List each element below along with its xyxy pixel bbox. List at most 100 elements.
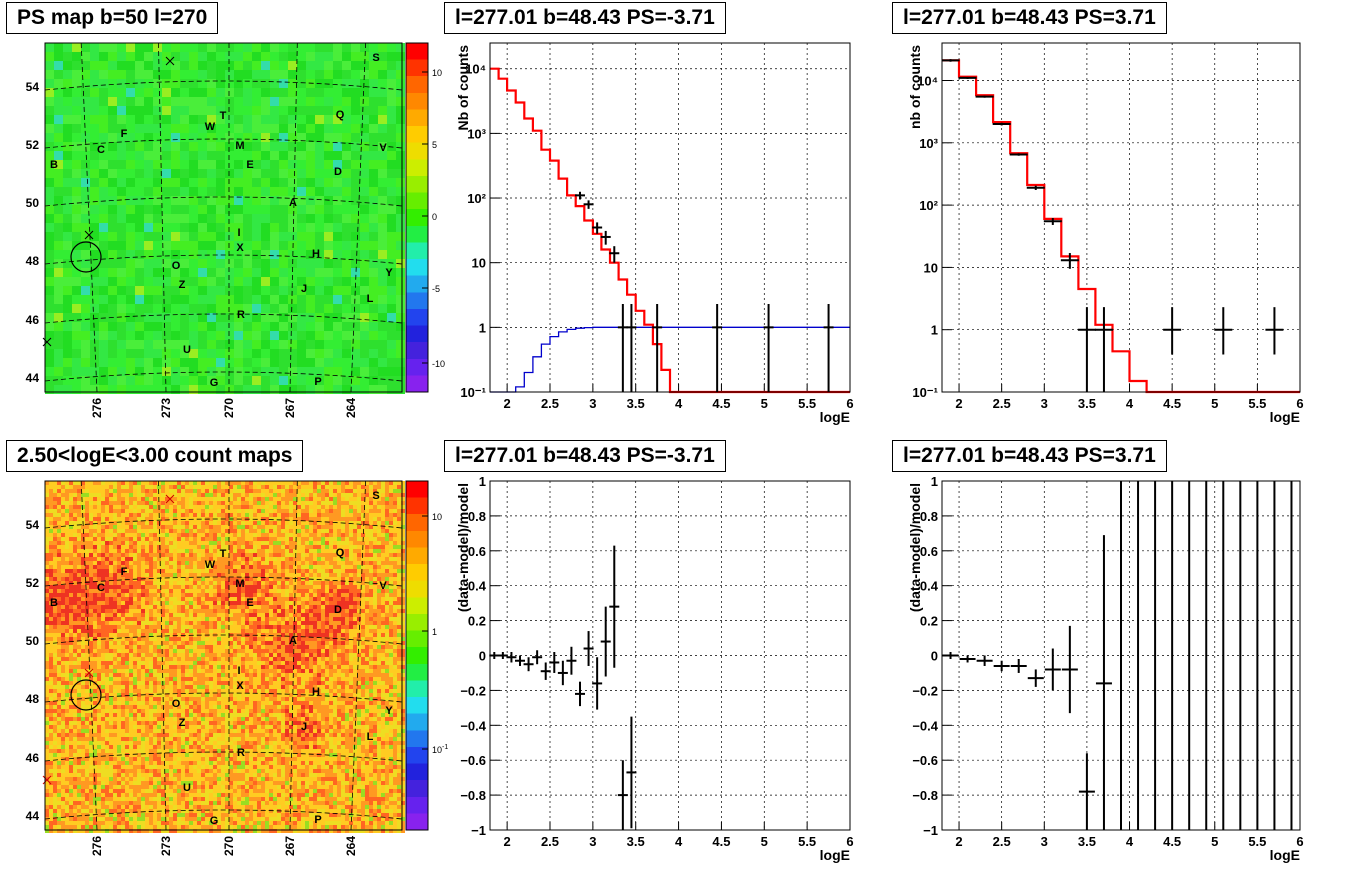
map-pixel	[401, 605, 405, 609]
map-pixel	[243, 331, 252, 340]
map-pixel	[45, 241, 54, 250]
map-pixel	[333, 223, 342, 232]
map-pixel	[261, 549, 265, 553]
map-pixel	[185, 613, 189, 617]
map-pixel	[77, 565, 81, 569]
map-pixel	[99, 259, 108, 268]
map-pixel	[207, 106, 216, 115]
map-pixel	[329, 533, 333, 537]
map-pixel	[351, 205, 360, 214]
map-pixel	[177, 577, 181, 581]
map-pixel	[54, 160, 63, 169]
map-pixel	[401, 609, 405, 613]
map-pixel	[81, 295, 90, 304]
map-pixel	[126, 79, 135, 88]
map-pixel	[324, 61, 333, 70]
map-pixel	[285, 505, 289, 509]
map-pixel	[144, 52, 153, 61]
map-pixel	[81, 169, 90, 178]
map-pixel	[53, 573, 57, 577]
map-pixel	[177, 589, 181, 593]
map-pixel	[125, 553, 129, 557]
map-pixel	[342, 196, 351, 205]
map-pixel	[221, 565, 225, 569]
source-label: J	[301, 283, 307, 295]
map-pixel	[126, 313, 135, 322]
map-pixel	[177, 585, 181, 589]
map-pixel	[329, 601, 333, 605]
map-pixel	[345, 513, 349, 517]
map-pixel	[245, 557, 249, 561]
map-pixel	[269, 625, 273, 629]
colorbar-cell	[406, 375, 428, 393]
map-pixel	[105, 513, 109, 517]
map-pixel	[253, 605, 257, 609]
map-pixel	[217, 533, 221, 537]
map-pixel	[245, 505, 249, 509]
map-pixel	[105, 565, 109, 569]
map-pixel	[306, 322, 315, 331]
colorbar-cell	[406, 175, 428, 194]
map-pixel	[81, 557, 85, 561]
map-pixel	[209, 533, 213, 537]
map-pixel	[173, 501, 177, 505]
map-pixel	[234, 313, 243, 322]
map-pixel	[261, 601, 265, 605]
map-pixel	[117, 70, 126, 79]
map-pixel	[229, 613, 233, 617]
map-pixel	[229, 625, 233, 629]
map-pixel	[177, 489, 181, 493]
colorbar-cell	[406, 209, 428, 227]
map-pixel	[216, 61, 225, 70]
map-pixel	[349, 617, 353, 621]
map-pixel	[378, 232, 387, 241]
map-pixel	[81, 205, 90, 214]
map-pixel	[401, 621, 405, 625]
map-pixel	[345, 569, 349, 573]
map-pixel	[342, 259, 351, 268]
map-pixel	[393, 517, 397, 521]
map-pixel	[45, 205, 54, 214]
map-pixel	[121, 509, 125, 513]
map-pixel	[378, 322, 387, 331]
map-pixel	[213, 493, 217, 497]
map-pixel	[261, 617, 265, 621]
map-pixel	[101, 541, 105, 545]
map-pixel	[313, 545, 317, 549]
map-pixel	[389, 521, 393, 525]
map-pixel	[108, 259, 117, 268]
map-pixel	[205, 621, 209, 625]
map-pixel	[333, 259, 342, 268]
map-pixel	[333, 585, 337, 589]
map-pixel	[293, 485, 297, 489]
map-pixel	[126, 349, 135, 358]
map-pixel	[61, 525, 65, 529]
map-pixel	[207, 385, 216, 394]
map-pixel	[141, 605, 145, 609]
map-pixel	[207, 241, 216, 250]
map-pixel	[229, 497, 233, 501]
map-pixel	[109, 533, 113, 537]
map-pixel	[126, 295, 135, 304]
map-pixel	[54, 133, 63, 142]
map-pixel	[45, 367, 54, 376]
map-pixel	[85, 481, 89, 485]
map-pixel	[153, 529, 157, 533]
map-pixel	[90, 304, 99, 313]
map-pixel	[261, 358, 270, 367]
map-pixel	[149, 569, 153, 573]
map-pixel	[357, 481, 361, 485]
map-pixel	[293, 505, 297, 509]
map-pixel	[281, 577, 285, 581]
map-pixel	[45, 593, 49, 597]
map-pixel	[252, 376, 261, 385]
map-pixel	[225, 385, 234, 394]
map-pixel	[89, 485, 93, 489]
map-pixel	[281, 549, 285, 553]
map-pixel	[165, 517, 169, 521]
map-pixel	[281, 617, 285, 621]
map-pixel	[345, 481, 349, 485]
map-pixel	[309, 485, 313, 489]
map-pixel	[288, 268, 297, 277]
map-pixel	[393, 577, 397, 581]
